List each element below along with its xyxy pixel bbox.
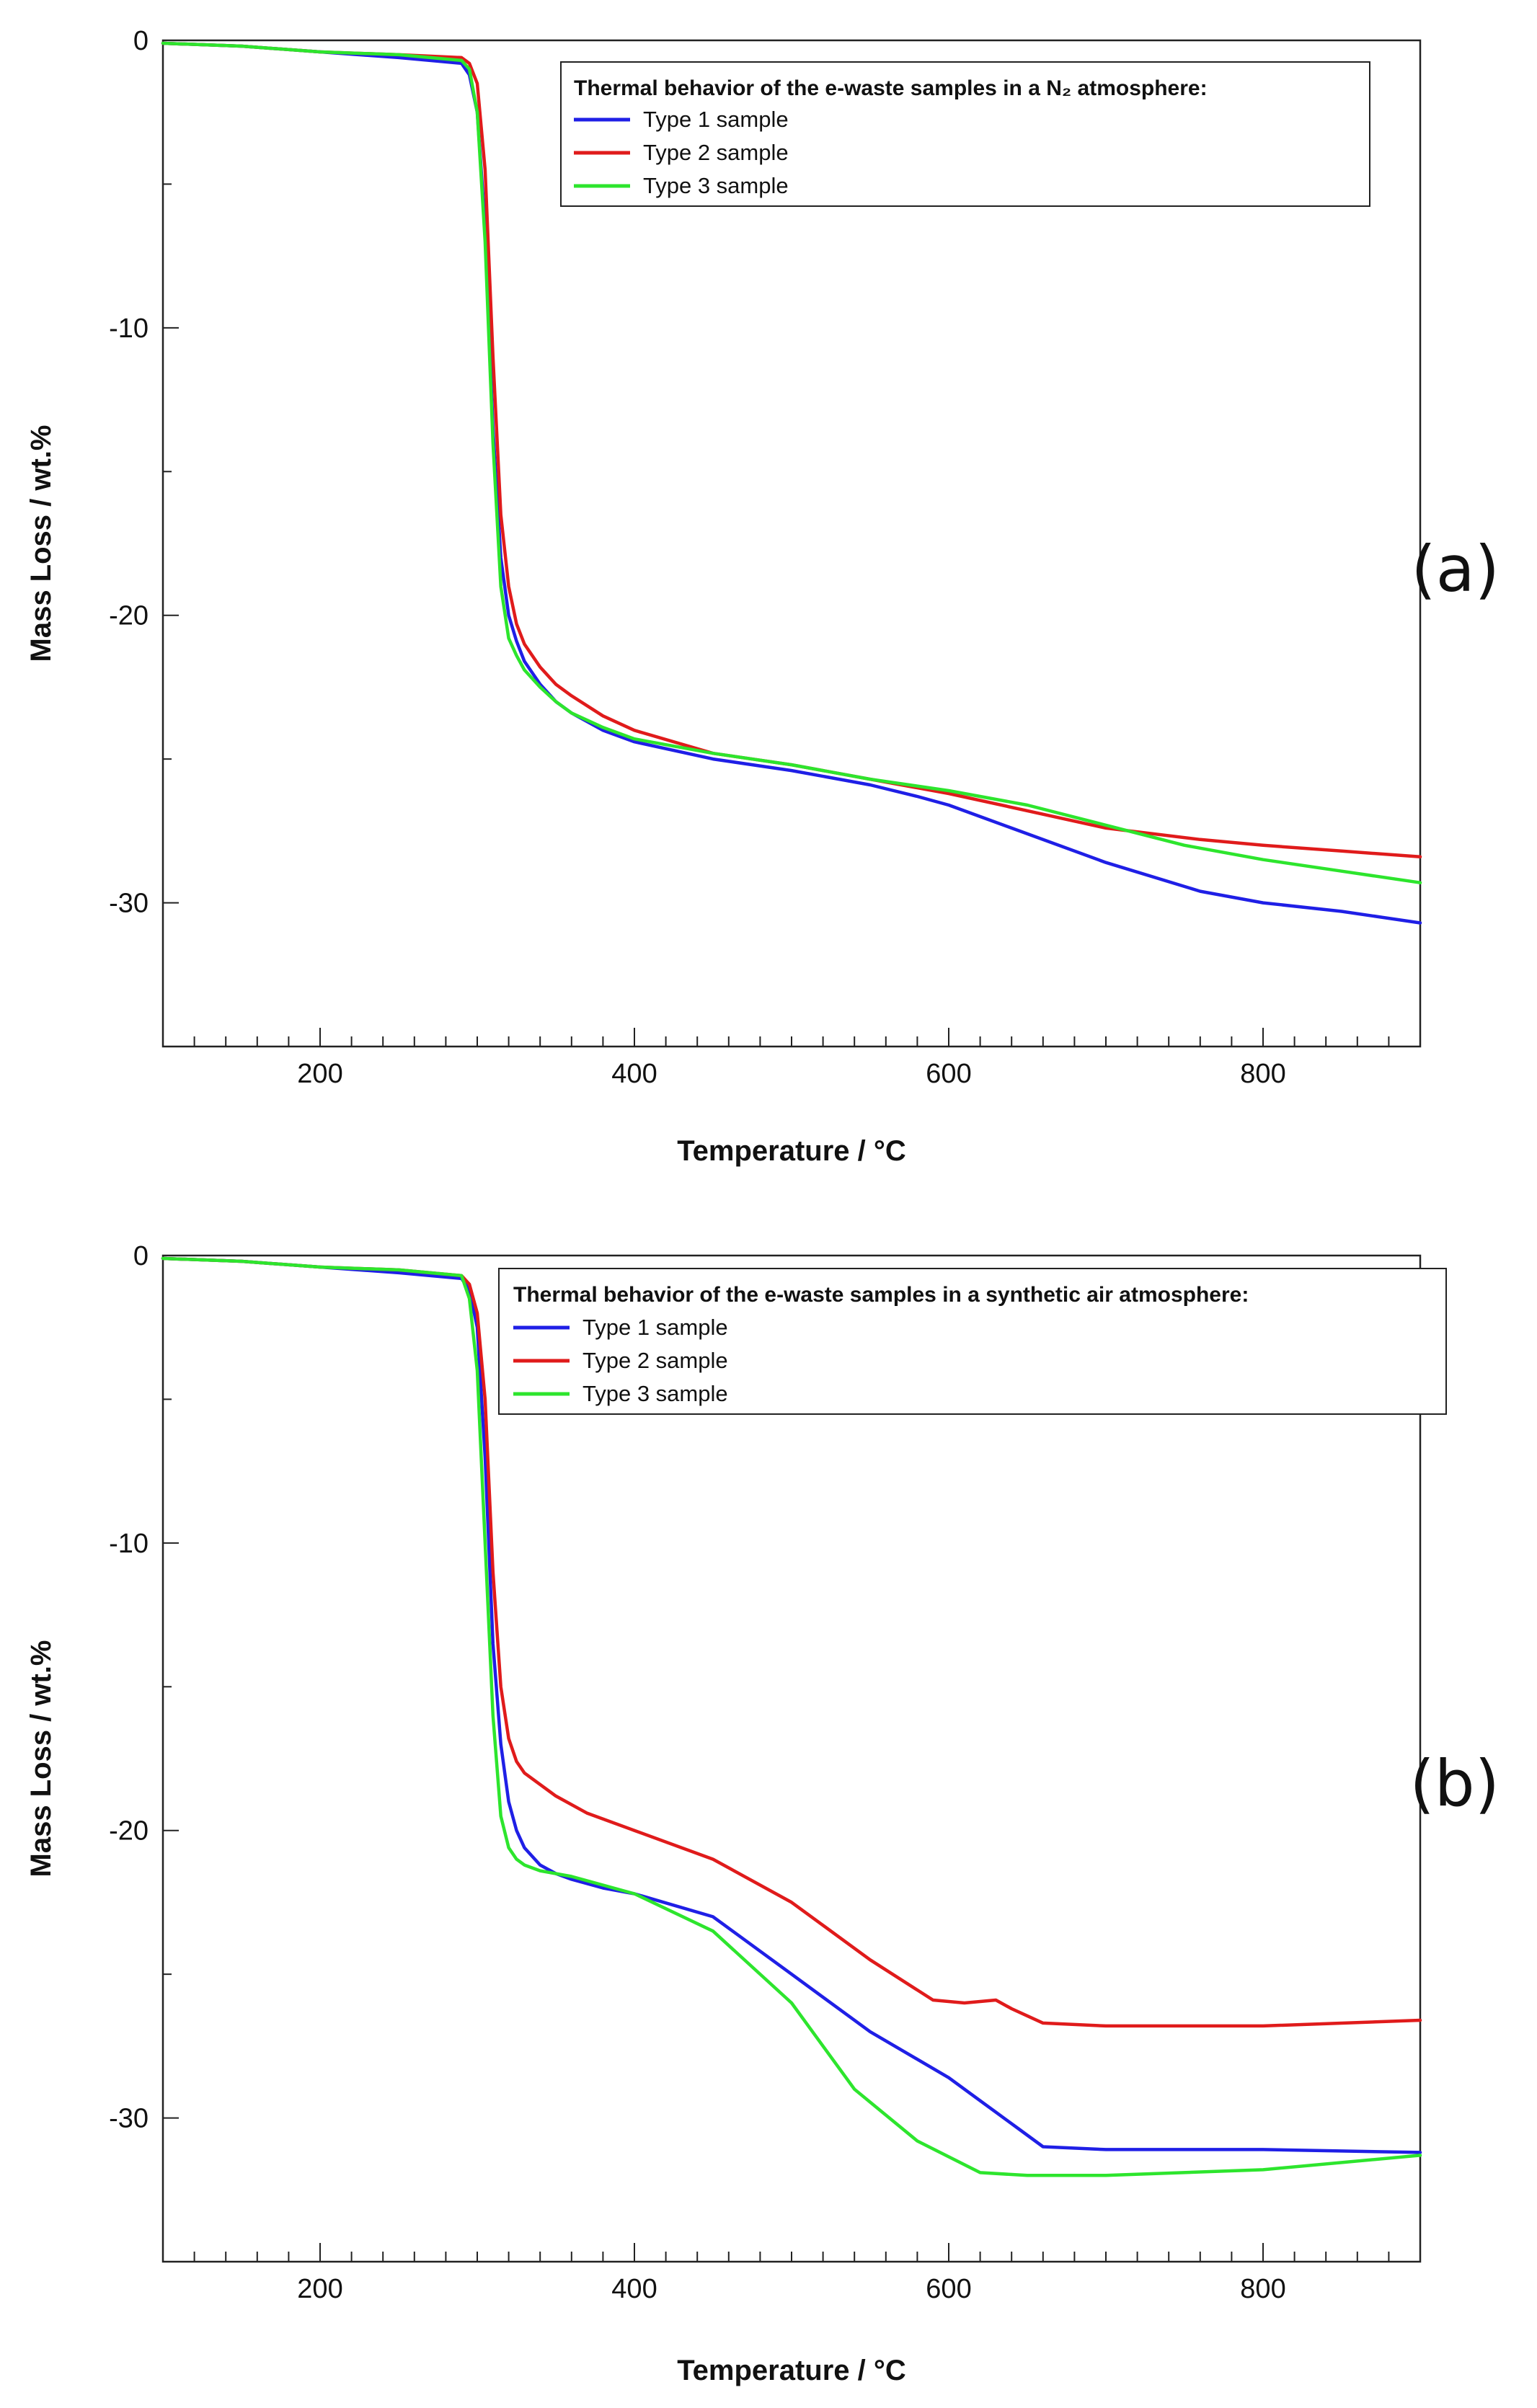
panel-tag: (b): [1409, 1746, 1500, 1821]
legend-label: Type 1 sample: [643, 107, 789, 132]
x-tick-label: 400: [611, 1059, 657, 1089]
legend-title: Thermal behavior of the e-waste samples …: [574, 76, 1208, 100]
x-tick-label: 800: [1240, 2274, 1285, 2304]
x-tick-label: 200: [297, 1059, 342, 1089]
y-tick-label: -10: [109, 1529, 149, 1559]
x-tick-label: 600: [926, 1059, 971, 1089]
legend-label: Type 2 sample: [583, 1348, 728, 1373]
panel-tag: (a): [1411, 532, 1500, 606]
series-line: [161, 1256, 1422, 2028]
x-axis-title: Temperature / °C: [677, 2355, 906, 2386]
y-axis-title: Mass Loss / wt.%: [25, 1640, 57, 1878]
x-tick-label: 400: [611, 2274, 657, 2304]
legend-box: [560, 61, 1370, 207]
y-tick-label: -20: [109, 601, 149, 631]
legend-label: Type 3 sample: [643, 173, 789, 198]
y-axis-title: Mass Loss / wt.%: [25, 425, 57, 662]
y-tick-label: -30: [109, 2104, 149, 2134]
x-tick-label: 200: [297, 2274, 342, 2304]
y-tick-label: 0: [133, 1241, 149, 1271]
legend-title: Thermal behavior of the e-waste samples …: [513, 1283, 1249, 1307]
y-tick-label: -20: [109, 1816, 149, 1847]
legend-label: Type 1 sample: [583, 1315, 728, 1340]
legend: Thermal behavior of the e-waste samples …: [498, 1268, 1447, 1415]
legend-label: Type 3 sample: [583, 1381, 728, 1406]
legend-label: Type 2 sample: [643, 140, 789, 165]
x-tick-label: 600: [926, 2274, 971, 2304]
series-line: [161, 41, 1422, 859]
x-tick-label: 800: [1240, 1059, 1285, 1089]
y-tick-label: 0: [133, 26, 149, 56]
series-line: [161, 41, 1422, 884]
y-tick-label: -10: [109, 314, 149, 344]
y-tick-label: -30: [109, 889, 149, 919]
x-axis-title: Temperature / °C: [677, 1135, 906, 1167]
legend-box: [498, 1268, 1447, 1415]
legend: Thermal behavior of the e-waste samples …: [560, 61, 1370, 207]
series-line: [161, 1256, 1422, 2177]
